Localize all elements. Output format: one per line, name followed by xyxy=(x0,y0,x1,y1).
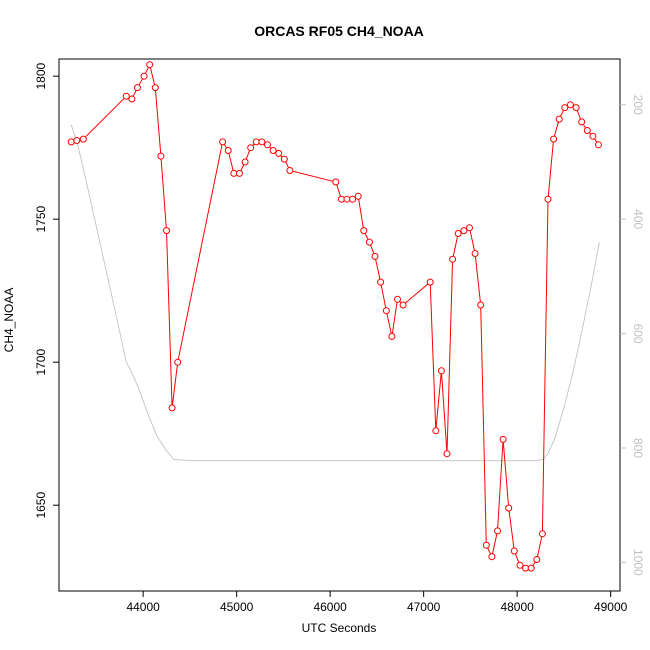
ch4-point xyxy=(79,135,87,143)
ch4-point xyxy=(538,530,546,538)
ch4-point xyxy=(527,564,535,572)
ch4-point xyxy=(236,169,243,177)
ch4-point xyxy=(477,301,485,309)
ch4-point xyxy=(505,504,513,512)
y2-tick-label: 1000 xyxy=(631,549,645,576)
ch4-point xyxy=(566,101,574,109)
ch4-point xyxy=(471,250,479,257)
ch4-point xyxy=(589,132,597,140)
ch4-point xyxy=(224,147,232,154)
ch4-point xyxy=(437,367,445,375)
ch4-point xyxy=(151,84,159,92)
ch4-point xyxy=(230,169,238,177)
x-tick-label: 47000 xyxy=(407,600,441,614)
ch4-point xyxy=(354,192,362,200)
y-tick-label: 1750 xyxy=(34,206,48,233)
y-axis-label: CH4_NOAA xyxy=(2,288,16,353)
axes: 44000 45000 46000 47000 48000 49000 1650 1700 17… xyxy=(34,62,645,614)
ch4-point xyxy=(280,155,288,163)
ch4-point xyxy=(146,61,154,69)
ch4-point xyxy=(443,450,451,458)
ch4-point xyxy=(264,141,271,149)
ch4-line xyxy=(71,63,599,569)
ch4-point xyxy=(360,227,368,235)
ch4-point xyxy=(544,195,552,203)
x-tick-label: 44000 xyxy=(126,600,160,614)
ch4-point xyxy=(494,527,501,535)
ch4-point xyxy=(449,255,457,263)
ch4-point xyxy=(394,295,401,303)
ch4-point xyxy=(510,547,518,555)
ch4-point xyxy=(382,307,390,315)
ch4-point xyxy=(377,278,385,286)
ch4-series xyxy=(67,61,602,572)
ch4-point xyxy=(550,135,558,143)
x-tick-label: 49000 xyxy=(594,600,628,614)
x-axis-label: UTC Seconds xyxy=(302,621,377,635)
ch4-point xyxy=(432,427,440,435)
ch4-point xyxy=(488,553,496,561)
ch4-point xyxy=(426,278,434,286)
y2-tick-label: 800 xyxy=(631,438,645,458)
ch4-point xyxy=(241,158,249,166)
pressure-line xyxy=(70,124,600,462)
ch4-point xyxy=(275,149,283,157)
y2-tick-label: 600 xyxy=(631,324,645,344)
ch4-point xyxy=(157,152,165,160)
ch4-point xyxy=(533,556,541,563)
ch4-point xyxy=(583,127,591,134)
ch4-point xyxy=(269,147,277,154)
ch4-point xyxy=(134,84,141,92)
y-tick-label: 1650 xyxy=(34,492,48,519)
ch4-point xyxy=(482,541,490,549)
ch4-point xyxy=(460,227,468,235)
ch4-point xyxy=(595,141,602,149)
ch4-point xyxy=(128,95,136,103)
y2-tick-label: 400 xyxy=(631,209,645,229)
ch4-point xyxy=(286,167,294,174)
ch4-point xyxy=(561,104,569,112)
y-tick-label: 1800 xyxy=(34,62,48,89)
ch4-point xyxy=(163,227,170,235)
plot-frame xyxy=(58,58,621,592)
ch4-point xyxy=(454,230,462,237)
ch4-point xyxy=(371,252,379,260)
ch4-point xyxy=(349,195,357,203)
x-tick-label: 48000 xyxy=(500,600,534,614)
ch4-point xyxy=(174,358,182,366)
x-tick-label: 46000 xyxy=(313,600,347,614)
ch4-point xyxy=(516,561,524,569)
ch4-point xyxy=(168,404,176,412)
ch4-point xyxy=(388,332,396,340)
ch4-point xyxy=(365,238,373,246)
ch4-point xyxy=(572,104,580,112)
ch4-point xyxy=(332,178,340,186)
ch4-point xyxy=(73,137,81,144)
ch4-point xyxy=(578,118,586,126)
ch4-point xyxy=(399,301,407,309)
ch4-point xyxy=(67,138,75,146)
ch4-point xyxy=(258,138,266,146)
x-tick-label: 45000 xyxy=(220,600,254,614)
ch4-point xyxy=(555,115,563,123)
y-tick-label: 1700 xyxy=(34,349,48,376)
ch4-point xyxy=(466,224,473,232)
ch4-point xyxy=(247,144,255,152)
chart-title: ORCAS RF05 CH4_NOAA xyxy=(254,23,424,39)
pressure-series xyxy=(70,124,600,462)
y2-tick-label: 200 xyxy=(631,95,645,115)
ch4-point xyxy=(122,92,130,100)
ch4-point xyxy=(499,435,507,443)
ch4-point xyxy=(219,138,227,146)
ch4-point xyxy=(522,564,530,572)
ch4-point xyxy=(140,72,148,80)
